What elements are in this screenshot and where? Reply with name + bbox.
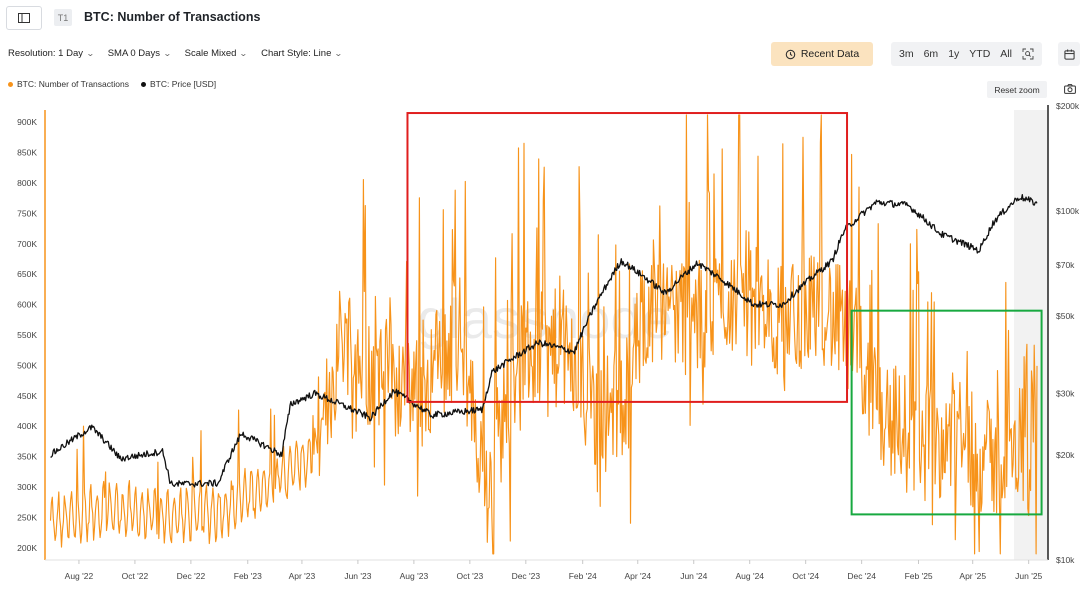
y-right-tick-label: $70k — [1056, 260, 1075, 270]
x-tick-label: Feb '25 — [905, 571, 933, 581]
chart-controls: Resolution: 1 Day ⌄ SMA 0 Days ⌄ Scale Mix… — [8, 48, 344, 59]
x-tick-label: Jun '23 — [344, 571, 371, 581]
y-left-tick-label: 500K — [17, 360, 37, 370]
x-tick-label: Apr '24 — [624, 571, 651, 581]
range-1y[interactable]: 1y — [948, 48, 960, 60]
x-tick-label: Dec '24 — [847, 571, 876, 581]
series-line-transactions — [49, 114, 1038, 555]
x-tick-label: Jun '24 — [680, 571, 707, 581]
range-selector: 3m 6m 1y YTD All — [891, 42, 1042, 66]
chevron-down-icon: ⌄ — [162, 49, 172, 58]
y-left-tick-label: 900K — [17, 117, 37, 127]
x-tick-label: Feb '23 — [234, 571, 262, 581]
range-all[interactable]: All — [1000, 48, 1012, 60]
legend-label-transactions: BTC: Number of Transactions — [17, 79, 129, 89]
x-tick-label: Aug '22 — [65, 571, 94, 581]
y-left-tick-label: 200K — [17, 543, 37, 553]
sidebar-toggle-icon — [18, 13, 30, 23]
recent-period-shade — [1014, 110, 1048, 560]
y-right-tick-label: $10k — [1056, 555, 1075, 565]
y-axis-left: 900K 850K 800K 750K 700K 650K 600K 550K 500K 450K… — [17, 117, 37, 553]
y-left-tick-label: 750K — [17, 208, 37, 218]
sidebar-toggle-button[interactable] — [6, 6, 42, 30]
highlight-boxes — [406, 112, 1043, 516]
series-line-price — [50, 194, 1038, 488]
x-tick-label: Dec '23 — [512, 571, 541, 581]
y-left-tick-label: 700K — [17, 239, 37, 249]
x-tick-label: Aug '24 — [735, 571, 764, 581]
legend-item-price[interactable]: BTC: Price [USD] — [140, 79, 217, 89]
legend-swatch-price — [140, 81, 146, 87]
legend-item-transactions[interactable]: BTC: Number of Transactions — [8, 79, 129, 89]
chevron-down-icon: ⌄ — [334, 49, 344, 58]
page-title: BTC: Number of Transactions — [84, 10, 261, 24]
range-3m[interactable]: 3m — [899, 48, 914, 60]
scale-select[interactable]: Scale Mixed ⌄ — [184, 48, 249, 59]
x-tick-label: Feb '24 — [569, 571, 597, 581]
legend-label-price: BTC: Price [USD] — [149, 79, 217, 89]
scale-label: Scale Mixed — [184, 48, 237, 59]
camera-icon — [1064, 84, 1076, 94]
y-left-tick-label: 250K — [17, 512, 37, 522]
camera-button[interactable] — [1062, 81, 1078, 97]
sma-select[interactable]: SMA 0 Days ⌄ — [107, 48, 172, 59]
calendar-button[interactable] — [1058, 42, 1080, 66]
y-right-tick-label: $200k — [1056, 101, 1080, 111]
recent-data-button[interactable]: Recent Data — [771, 42, 873, 66]
zoom-icon[interactable] — [1022, 48, 1034, 60]
calendar-icon — [1063, 48, 1075, 60]
highlight-box-green — [850, 309, 1043, 516]
x-tick-label: Apr '23 — [289, 571, 316, 581]
chart-style-select[interactable]: Chart Style: Line ⌄ — [261, 48, 344, 59]
y-left-tick-label: 800K — [17, 178, 37, 188]
sma-label: SMA 0 Days — [107, 48, 160, 59]
x-tick-label: Oct '24 — [792, 571, 819, 581]
y-left-tick-label: 550K — [17, 330, 37, 340]
chevron-down-icon: ⌄ — [239, 49, 249, 58]
y-left-tick-label: 300K — [17, 482, 37, 492]
x-tick-label: Apr '25 — [959, 571, 986, 581]
history-icon — [785, 49, 796, 59]
range-ytd[interactable]: YTD — [969, 48, 991, 60]
y-right-tick-label: $20k — [1056, 450, 1075, 460]
chevron-down-icon: ⌄ — [85, 49, 95, 58]
top-bar: T1 BTC: Number of Transactions — [0, 0, 1080, 36]
reset-zoom-button[interactable]: Reset zoom — [987, 81, 1047, 98]
range-6m[interactable]: 6m — [923, 48, 939, 60]
x-axis: Aug '22 Oct '22 Dec '22 Feb '23 Apr '23 Jun '… — [65, 560, 1043, 581]
resolution-select[interactable]: Resolution: 1 Day ⌄ — [8, 48, 95, 59]
y-right-tick-label: $50k — [1056, 311, 1075, 321]
y-left-tick-label: 650K — [17, 269, 37, 279]
y-left-tick-label: 400K — [17, 421, 37, 431]
y-axis-right: $200k $100k $70k $50k $30k $20k $10k — [1056, 101, 1080, 565]
y-left-tick-label: 350K — [17, 452, 37, 462]
y-right-tick-label: $30k — [1056, 389, 1075, 399]
y-left-tick-label: 600K — [17, 300, 37, 310]
recent-data-label: Recent Data — [800, 48, 860, 60]
legend-swatch-transactions — [8, 81, 13, 87]
x-tick-label: Oct '23 — [457, 571, 484, 581]
highlight-box-red — [406, 112, 849, 403]
x-tick-label: Jun '25 — [1015, 571, 1042, 581]
x-tick-label: Aug '23 — [400, 571, 429, 581]
y-right-tick-label: $100k — [1056, 206, 1080, 216]
tier-badge: T1 — [54, 9, 72, 26]
y-left-tick-label: 450K — [17, 391, 37, 401]
chart-legend: BTC: Number of Transactions BTC: Price [… — [8, 79, 216, 89]
resolution-label: Resolution: 1 Day — [8, 48, 83, 59]
x-tick-label: Dec '22 — [177, 571, 206, 581]
chart-style-label: Chart Style: Line — [261, 48, 332, 59]
y-left-tick-label: 850K — [17, 148, 37, 158]
x-tick-label: Oct '22 — [122, 571, 149, 581]
